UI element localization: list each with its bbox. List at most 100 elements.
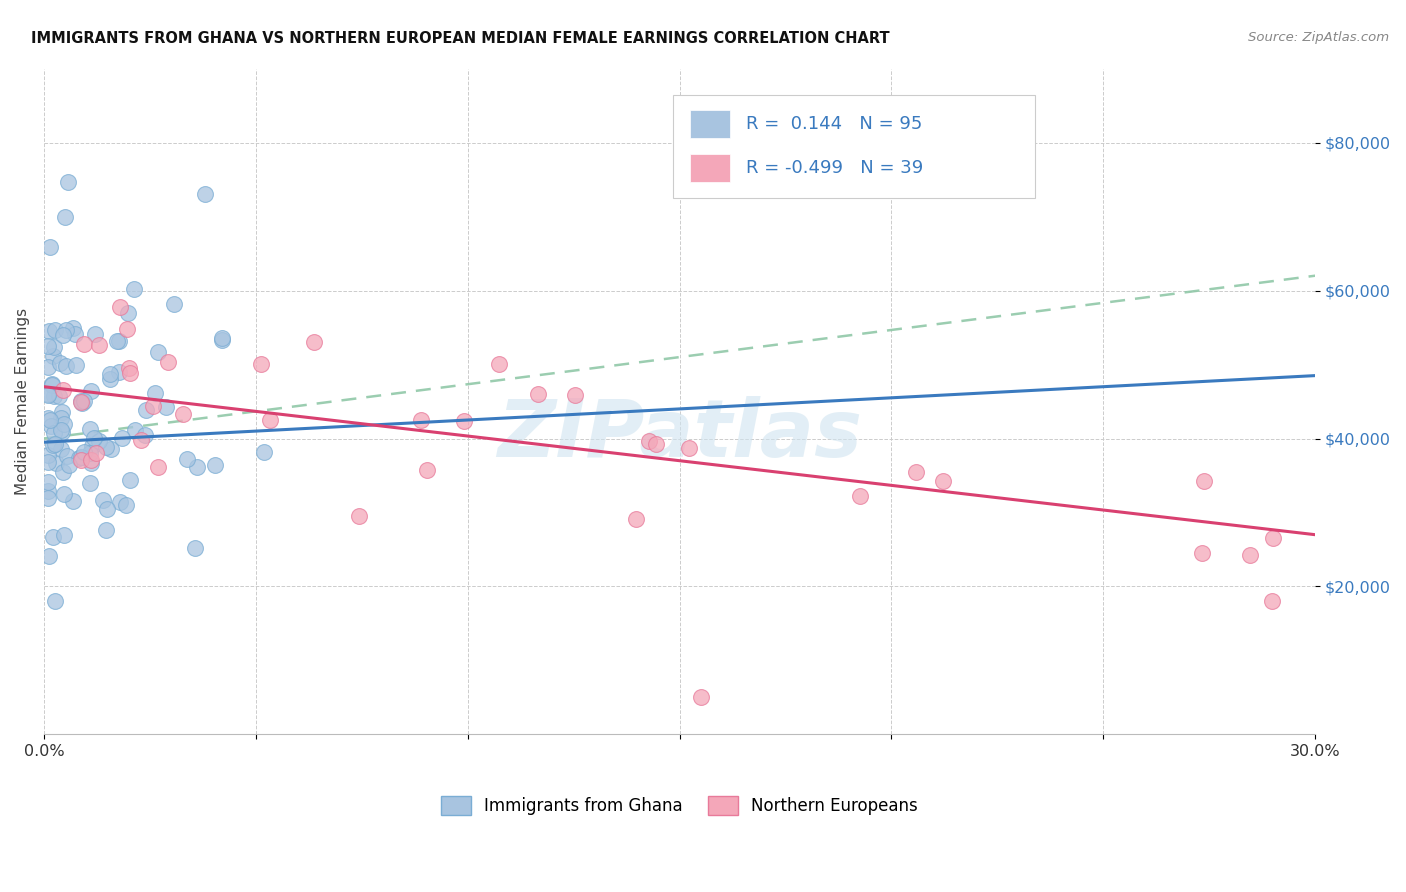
Point [142, 399, 165, 413]
Point [37, 410, 59, 425]
Point [148, 345, 170, 359]
Point [186, 460, 208, 475]
Point [73, 393, 96, 408]
Bar [673, 95, 1035, 198]
Point [37, 475, 59, 489]
Point [38, 549, 60, 563]
Point [259, 413, 281, 427]
Point [162, 297, 184, 311]
Point [122, 282, 145, 296]
Point [84, 446, 107, 460]
Text: R =  0.144   N = 95: R = 0.144 N = 95 [745, 115, 922, 134]
Point [79, 446, 101, 460]
Point [39, 413, 62, 427]
Point [527, 387, 550, 401]
Point [62, 320, 84, 334]
Point [211, 333, 233, 347]
Point [115, 499, 138, 513]
Point [564, 388, 586, 402]
Point [89, 434, 111, 448]
Point [70, 396, 93, 410]
Point [91, 492, 114, 507]
Point [96, 440, 118, 454]
Point [44, 323, 66, 337]
Point [73, 337, 96, 351]
Point [1260, 594, 1282, 608]
Point [118, 473, 141, 487]
Point [108, 365, 131, 379]
Point [172, 407, 194, 421]
Legend: Immigrants from Ghana, Northern Europeans: Immigrants from Ghana, Northern European… [434, 789, 925, 822]
Point [108, 334, 131, 348]
Point [56, 175, 79, 189]
Point [156, 355, 179, 369]
Point [51, 410, 73, 425]
Point [51, 404, 73, 418]
Point [53, 528, 76, 542]
Point [69, 453, 91, 467]
Point [415, 463, 437, 477]
Point [42, 388, 65, 402]
Point [42, 437, 65, 451]
Point [37, 484, 59, 499]
Point [62, 493, 84, 508]
Point [58, 458, 80, 472]
Point [69, 394, 91, 409]
Point [44, 425, 66, 440]
Point [117, 306, 139, 320]
Point [1191, 546, 1213, 560]
Point [155, 400, 177, 414]
Point [118, 361, 141, 376]
Point [80, 384, 103, 398]
Point [41, 378, 63, 392]
Point [56, 449, 79, 463]
Point [143, 385, 166, 400]
Point [1263, 531, 1285, 545]
Point [488, 357, 510, 371]
Point [411, 412, 433, 426]
Point [124, 423, 146, 437]
Point [37, 455, 59, 469]
Point [41, 529, 63, 543]
Point [79, 456, 101, 470]
Point [49, 356, 72, 370]
Text: R = -0.499   N = 39: R = -0.499 N = 39 [745, 160, 922, 178]
Point [39, 418, 62, 433]
Text: IMMIGRANTS FROM GHANA VS NORTHERN EUROPEAN MEDIAN FEMALE EARNINGS CORRELATION CH: IMMIGRANTS FROM GHANA VS NORTHERN EUROPE… [31, 31, 890, 46]
Point [63, 327, 86, 342]
Point [117, 322, 139, 336]
Point [349, 508, 371, 523]
Point [1192, 474, 1215, 488]
Point [52, 466, 75, 480]
Point [87, 338, 110, 352]
Point [37, 339, 59, 353]
Text: ZIPatlas: ZIPatlas [496, 396, 862, 474]
Point [931, 475, 953, 489]
Point [184, 541, 207, 556]
Point [51, 442, 73, 457]
Point [67, 451, 90, 466]
Point [134, 428, 156, 442]
Point [51, 425, 73, 439]
Point [108, 494, 131, 508]
Point [53, 210, 76, 224]
Point [689, 690, 711, 705]
Point [65, 358, 87, 372]
Point [44, 437, 66, 451]
Bar [690, 111, 730, 138]
Point [645, 437, 668, 451]
Point [70, 395, 93, 409]
Point [70, 450, 93, 464]
Point [39, 240, 62, 254]
Point [79, 421, 101, 435]
Point [204, 458, 226, 472]
Bar [690, 153, 730, 182]
Point [38, 324, 60, 338]
Point [52, 328, 75, 343]
Y-axis label: Median Female Earnings: Median Female Earnings [15, 308, 30, 495]
Point [100, 442, 122, 456]
Point [100, 368, 122, 382]
Point [626, 512, 648, 526]
Point [253, 444, 276, 458]
Point [73, 445, 96, 459]
